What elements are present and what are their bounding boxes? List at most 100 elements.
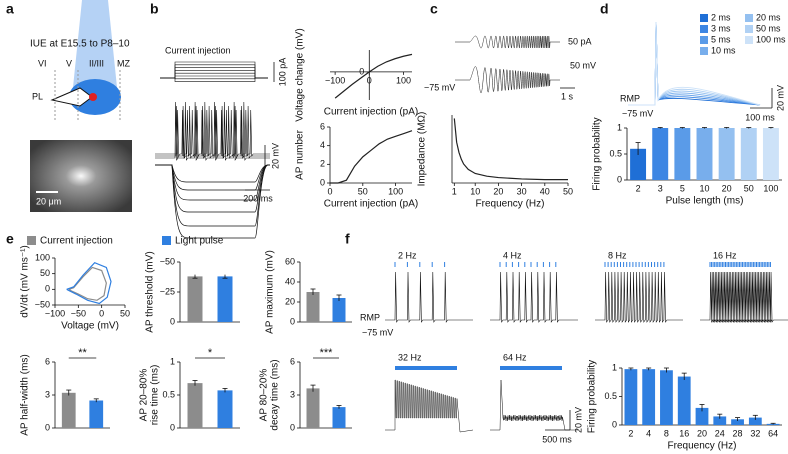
line [68, 266, 107, 301]
trace [155, 164, 270, 183]
trace [155, 109, 270, 157]
x-tick-label: 8 [664, 428, 669, 438]
x-tick-label: 0 [367, 75, 372, 85]
x-tick-label: 0 [327, 186, 332, 196]
scale-label: 20 mV [573, 407, 583, 433]
y-tick-label: 0 [45, 284, 50, 294]
line [66, 261, 112, 305]
legend-swatch [700, 14, 708, 22]
x-axis-label: Frequency (Hz) [476, 199, 545, 210]
panel-label: b [150, 1, 159, 17]
legend-label: 5 ms [711, 34, 731, 44]
trace [160, 70, 268, 79]
legend-swatch [700, 36, 708, 44]
x-tick-label: −100 [45, 308, 65, 318]
x-tick-label: 30 [517, 186, 527, 196]
trace [490, 379, 578, 431]
bar [677, 376, 691, 425]
x-tick-label: 3 [658, 183, 663, 193]
scale-label: 20 μm [36, 196, 61, 206]
significance: * [208, 347, 213, 359]
legend-label: Light pulse [175, 236, 224, 247]
legend-label: 10 ms [711, 45, 736, 55]
bar [748, 417, 762, 425]
legend-swatch [700, 47, 708, 55]
y-tick-label: −25 [160, 286, 175, 296]
line [334, 53, 413, 99]
bar [696, 128, 713, 180]
scale-label: 50 pA [568, 36, 592, 46]
trace [455, 35, 560, 49]
y-tick-label: 60 [285, 256, 295, 266]
panel-label: c [430, 1, 438, 17]
x-axis-label: Voltage (mV) [61, 321, 119, 332]
bar [306, 292, 320, 322]
x-tick-label: −50 [71, 308, 86, 318]
y-tick-label: 50 [40, 268, 50, 278]
y-axis-label: AP maximum (mV) [265, 250, 276, 334]
x-tick-label: 4 [646, 428, 651, 438]
x-axis-label: Frequency (Hz) [668, 441, 737, 452]
x-tick-label: 1 [452, 186, 457, 196]
trace [490, 271, 578, 323]
trace [628, 21, 761, 106]
y-tick-label: 6 [320, 121, 325, 131]
bar [695, 407, 709, 425]
x-tick-label: 32 [750, 428, 760, 438]
y-tick-label: 20 [285, 296, 295, 306]
legend-swatch [745, 25, 753, 33]
y-tick-label: 6 [290, 356, 295, 366]
trace [628, 21, 761, 106]
legend-label: 3 ms [711, 23, 731, 33]
x-axis-label: Current injection (pA) [324, 199, 418, 210]
x-tick-label: −100 [325, 75, 345, 85]
trace [628, 21, 761, 106]
trace [160, 72, 268, 79]
y-tick-label: −50 [35, 299, 50, 309]
legend-label: Current injection [40, 236, 113, 247]
y-tick-label: 2 [320, 159, 325, 169]
bar [61, 392, 76, 428]
legend-label: 20 ms [756, 12, 781, 22]
y-axis-label: AP 20–80% [139, 369, 150, 422]
x-tick-label: 64 [768, 428, 778, 438]
scale-label: −75 mV [362, 327, 393, 337]
bar [740, 128, 757, 180]
x-tick-label: 28 [733, 428, 743, 438]
y-tick-label: 40 [285, 276, 295, 286]
trace [628, 21, 761, 106]
micrograph [30, 140, 132, 212]
scale-label: −75 mV [424, 82, 455, 92]
legend-swatch [162, 236, 171, 245]
trace [385, 271, 473, 323]
legend-swatch [745, 14, 753, 22]
legend-label: 100 ms [756, 34, 786, 44]
trace [700, 271, 788, 323]
scale-label: 20 mV [270, 143, 280, 169]
scale-label: 100 ms [745, 112, 775, 122]
y-tick-label: 3 [290, 389, 295, 399]
y-axis-label: AP threshold (mV) [145, 251, 156, 333]
x-tick-label: 0 [99, 308, 104, 318]
trace [628, 21, 761, 106]
y-tick-label: 0 [290, 316, 295, 326]
annotation: RMP [620, 93, 640, 103]
x-tick-label: 2 [628, 428, 633, 438]
bar [718, 128, 735, 180]
x-tick-label: 20 [493, 186, 503, 196]
trace [595, 271, 683, 323]
x-tick-label: 100 [396, 75, 411, 85]
light-cone [72, 0, 118, 97]
bar [762, 128, 779, 180]
significance: *** [320, 347, 334, 359]
x-tick-label: 10 [470, 186, 480, 196]
frequency-label: 64 Hz [503, 352, 527, 362]
trace [385, 379, 474, 433]
y-tick-label: 0 [290, 422, 295, 432]
y-tick-label: 0 [170, 316, 175, 326]
trace [160, 77, 268, 82]
y-axis-label: rise time (ms) [150, 365, 161, 426]
x-axis-label: Pulse length (ms) [666, 196, 744, 207]
frequency-label: 8 Hz [608, 250, 627, 260]
